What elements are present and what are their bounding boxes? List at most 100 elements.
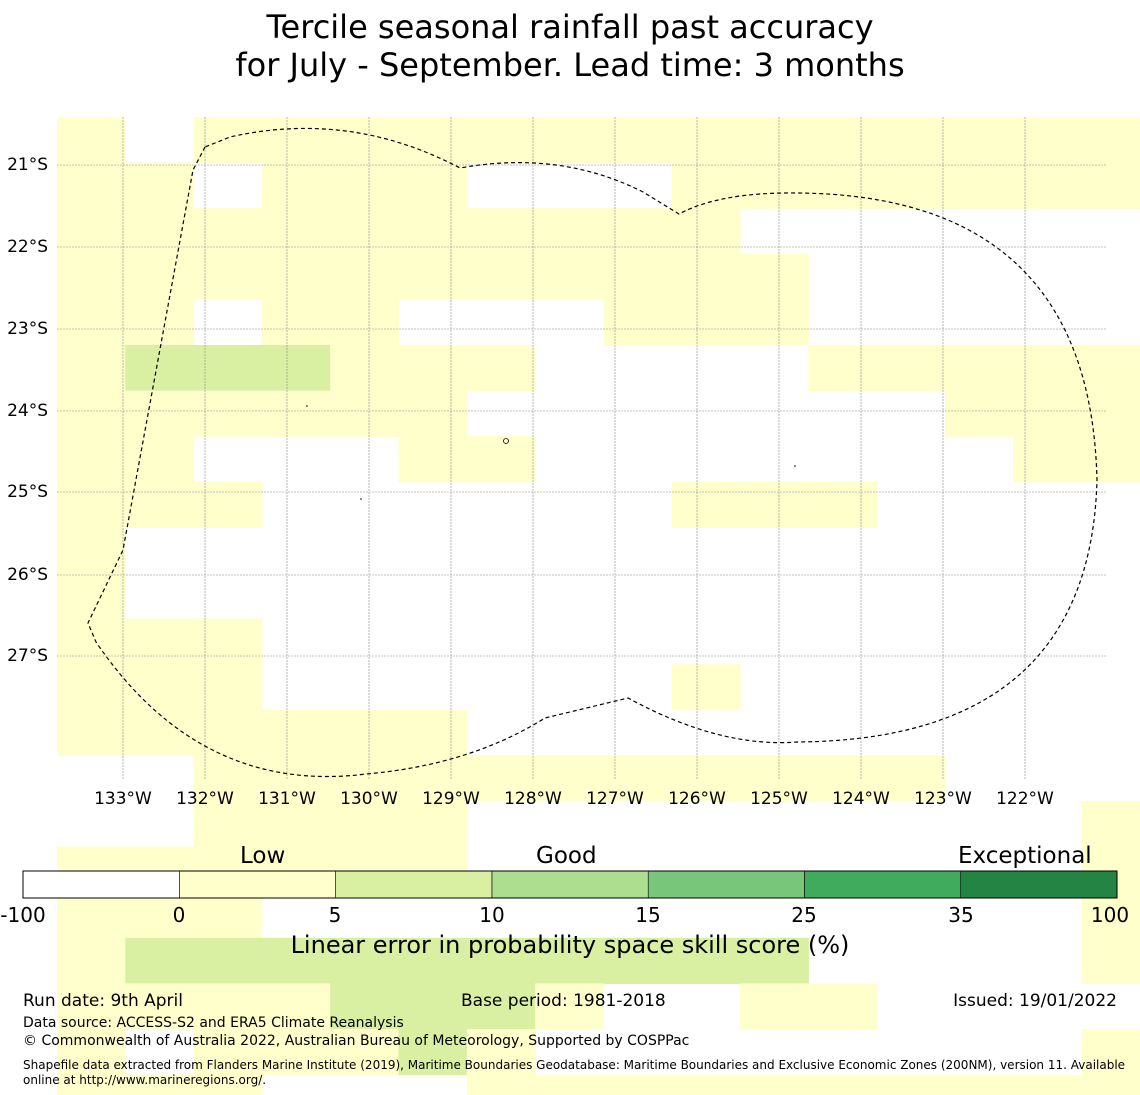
shapefile-attribution-line-2: online at http://www.marineregions.org/.: [23, 1073, 267, 1087]
skill-cell: [193, 892, 263, 939]
skill-cell: [808, 345, 878, 392]
skill-cell: [125, 299, 195, 346]
skill-cell: [398, 801, 468, 848]
skill-cell: [535, 937, 604, 984]
lon-label: 123°W: [914, 789, 972, 809]
skill-cell: [808, 1074, 878, 1095]
skill-cell: [740, 983, 809, 1030]
skill-cell: [330, 299, 400, 346]
skill-cell: [125, 937, 195, 984]
skill-cell: [125, 162, 195, 209]
colorbar-tick: 5: [328, 903, 342, 927]
skill-cell: [330, 162, 400, 209]
skill-cell: [466, 755, 536, 802]
colorbar-tick: 25: [791, 903, 817, 927]
skill-cell: [1013, 436, 1083, 483]
skill-cell: [57, 937, 126, 984]
colorbar-tick: 100: [1090, 903, 1130, 927]
skill-cell: [193, 481, 263, 528]
skill-cell: [740, 253, 809, 300]
colorbar-frame: [22, 870, 1118, 899]
skill-cell: [261, 937, 331, 984]
skill-cell: [671, 117, 741, 164]
skill-cell: [876, 117, 946, 164]
colorbar-tick: 35: [948, 903, 974, 927]
skill-cell: [603, 253, 673, 300]
skill-cell: [57, 709, 126, 756]
skill-cell: [740, 937, 809, 984]
lon-label: 127°W: [586, 789, 644, 809]
skill-cell: [57, 253, 126, 300]
skill-cell: [57, 892, 126, 939]
colorbar-segment: [491, 870, 649, 899]
skill-cell: [1081, 345, 1140, 392]
skill-cell: [57, 527, 126, 574]
skill-cell: [603, 1074, 673, 1095]
skill-cell: [261, 345, 331, 392]
skill-cell: [466, 1074, 536, 1095]
lon-label: 130°W: [340, 789, 398, 809]
skill-cell: [1081, 162, 1140, 209]
skill-cell: [740, 117, 809, 164]
skill-cell: [193, 1074, 263, 1095]
skill-cell: [57, 436, 126, 483]
skill-cell: [603, 117, 673, 164]
skill-cell: [330, 345, 400, 392]
skill-cell: [57, 208, 126, 255]
skill-cell: [808, 162, 878, 209]
map-title-line-2: for July - September. Lead time: 3 month…: [235, 46, 905, 84]
skill-cell: [535, 208, 604, 255]
skill-cell: [671, 937, 741, 984]
skill-cell: [330, 253, 400, 300]
run-date: Run date: 9th April: [23, 991, 183, 1011]
skill-cell: [193, 390, 263, 437]
lon-label: 124°W: [832, 789, 890, 809]
skill-cell: [1013, 162, 1083, 209]
lon-label: 133°W: [94, 789, 152, 809]
issued-date: Issued: 19/01/2022: [953, 991, 1117, 1011]
skill-cell: [535, 117, 604, 164]
skill-cell: [330, 208, 400, 255]
skill-cell: [330, 390, 400, 437]
skill-cell: [261, 1029, 331, 1076]
colorbar-segment: [335, 870, 493, 899]
skill-cell: [57, 117, 126, 164]
skill-cell: [466, 436, 536, 483]
skill-cell: [125, 390, 195, 437]
colorbar-category-exceptional: Exceptional: [958, 843, 1092, 869]
skill-cell: [57, 573, 126, 620]
skill-cell: [1013, 390, 1083, 437]
skill-cell: [603, 299, 673, 346]
lon-label: 132°W: [176, 789, 234, 809]
lat-label: 26°S: [7, 565, 48, 585]
skill-cell: [398, 162, 468, 209]
colorbar-segment: [647, 870, 805, 899]
skill-cell: [740, 299, 809, 346]
skill-cell: [398, 983, 468, 1030]
map-title-line-1: Tercile seasonal rainfall past accuracy: [266, 8, 874, 46]
skill-cell: [876, 345, 946, 392]
skill-cell: [876, 162, 946, 209]
skill-cell: [740, 162, 809, 209]
skill-cell: [193, 937, 263, 984]
skill-cell: [740, 1074, 809, 1095]
skill-cell: [1013, 117, 1083, 164]
skill-cell: [876, 1074, 946, 1095]
skill-cell: [261, 801, 331, 848]
skill-cell: [398, 253, 468, 300]
colorbar-segment: [960, 870, 1118, 899]
skill-cell: [261, 253, 331, 300]
skill-cell: [398, 436, 468, 483]
skill-cell: [466, 253, 536, 300]
skill-cell: [671, 208, 741, 255]
skill-cell: [57, 664, 126, 711]
skill-cell: [57, 390, 126, 437]
skill-cell: [808, 983, 878, 1030]
skill-cell: [57, 618, 126, 665]
skill-cell: [57, 1029, 126, 1076]
skill-cell: [466, 937, 536, 984]
skill-grid-cells: [57, 117, 1140, 1095]
skill-cell: [466, 208, 536, 255]
skill-cell: [944, 1074, 1014, 1095]
